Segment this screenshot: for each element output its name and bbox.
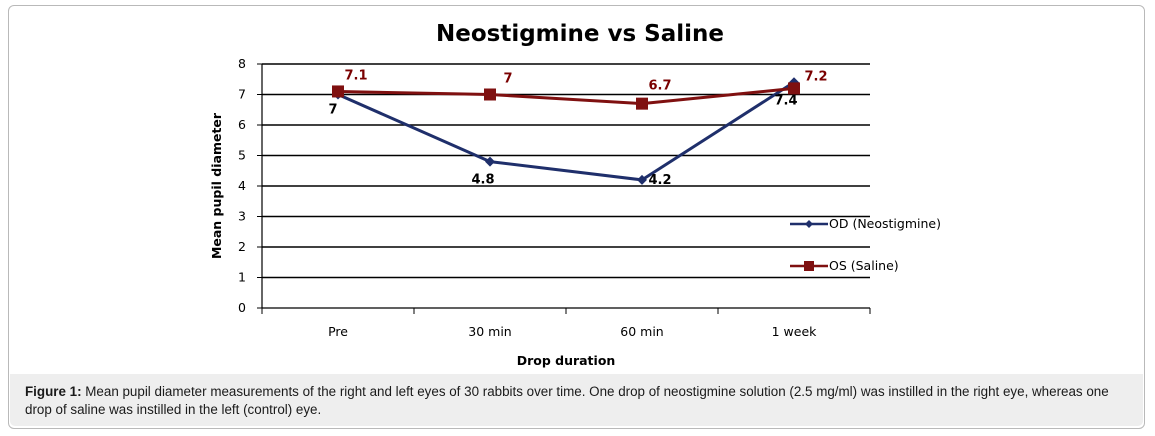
data-point-od bbox=[485, 156, 495, 167]
legend: OD (Neostigmine) OS (Saline) bbox=[790, 216, 941, 273]
axes bbox=[257, 63, 871, 314]
data-label-os: 7.2 bbox=[804, 69, 827, 84]
y-tick-label: 8 bbox=[238, 56, 246, 71]
data-point-od bbox=[637, 174, 647, 185]
legend-marker bbox=[805, 220, 813, 228]
x-tick-label: 60 min bbox=[620, 324, 663, 339]
y-tick-label: 0 bbox=[238, 300, 246, 315]
figure-caption: Figure 1: Mean pupil diameter measuremen… bbox=[25, 383, 1135, 419]
data-label-od: 4.8 bbox=[471, 173, 494, 188]
y-tick-label: 2 bbox=[238, 239, 246, 254]
data-labels: 7 4.8 4.2 7.4 7.1 7 6.7 7.2 bbox=[328, 68, 827, 187]
y-tick-label: 7 bbox=[238, 87, 246, 102]
data-label-os: 7.1 bbox=[344, 68, 367, 83]
y-axis-label: Mean pupil diameter bbox=[209, 112, 224, 259]
chart-title: Neostigmine vs Saline bbox=[436, 21, 724, 47]
tick-labels: 0 1 2 3 4 5 6 7 8 Pre 30 min 60 min 1 week bbox=[238, 56, 817, 339]
data-point-os bbox=[332, 85, 344, 98]
y-tick-label: 3 bbox=[238, 209, 246, 224]
caption-bar bbox=[10, 374, 1143, 426]
caption-label: Figure 1: bbox=[25, 384, 82, 399]
y-tick-label: 1 bbox=[238, 270, 246, 285]
legend-label: OS (Saline) bbox=[829, 258, 899, 273]
y-tick-label: 5 bbox=[238, 148, 246, 163]
data-point-os bbox=[636, 97, 648, 110]
data-label-od: 7 bbox=[328, 103, 337, 118]
x-tick-label: Pre bbox=[328, 324, 348, 339]
x-tick-label: 1 week bbox=[772, 324, 818, 339]
caption-text: Mean pupil diameter measurements of the … bbox=[25, 384, 1109, 417]
data-point-os bbox=[484, 88, 496, 101]
y-tick-label: 6 bbox=[238, 117, 246, 132]
data-label-os: 7 bbox=[503, 72, 512, 87]
legend-label: OD (Neostigmine) bbox=[829, 216, 941, 231]
y-tick-label: 4 bbox=[238, 178, 246, 193]
series-line-od bbox=[337, 81, 795, 182]
series-line-os bbox=[337, 86, 795, 106]
gridlines bbox=[262, 63, 870, 279]
data-label-os: 6.7 bbox=[648, 79, 671, 94]
legend-marker bbox=[804, 261, 814, 271]
x-tick-label: 30 min bbox=[468, 324, 511, 339]
data-point-os bbox=[788, 82, 800, 95]
series-lines bbox=[337, 81, 795, 182]
data-label-od: 7.4 bbox=[774, 93, 797, 108]
data-points bbox=[332, 77, 800, 185]
x-axis-label: Drop duration bbox=[517, 353, 616, 368]
data-label-od: 4.2 bbox=[648, 173, 671, 188]
